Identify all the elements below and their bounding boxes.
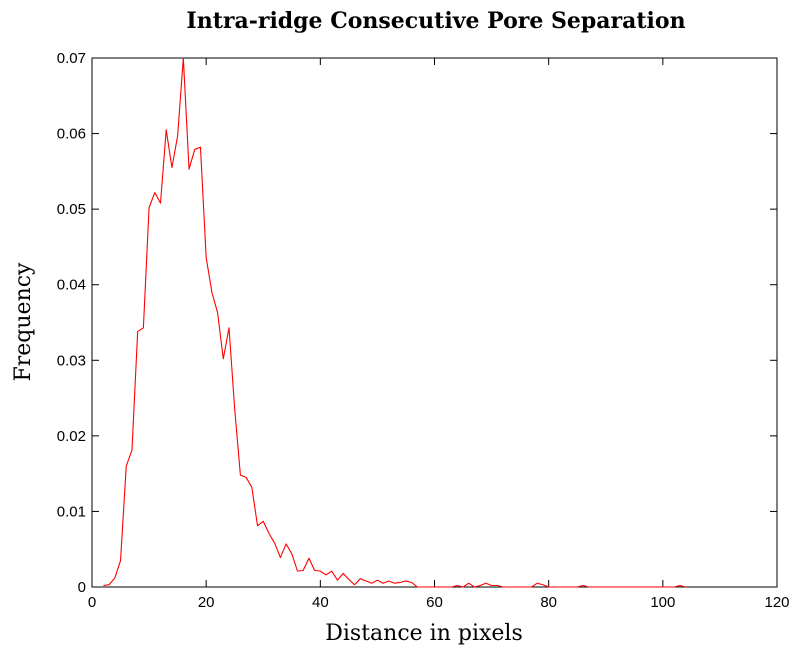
series-line: [103, 57, 686, 588]
chart-title: Intra-ridge Consecutive Pore Separation: [186, 8, 685, 34]
x-tick-label: 120: [764, 594, 789, 611]
y-tick-label: 0.01: [57, 503, 86, 520]
plot-area-frame: [91, 57, 778, 588]
y-tick-label: 0.07: [57, 50, 86, 67]
y-tick-label: 0.03: [57, 352, 86, 369]
x-axis-label: Distance in pixels: [325, 621, 523, 646]
y-axis-label: Frequency: [11, 262, 36, 382]
x-tick-label: 20: [198, 594, 215, 611]
y-tick-label: 0.06: [57, 126, 86, 143]
y-tick-label: 0.02: [57, 428, 86, 445]
y-tick-label: 0: [78, 579, 86, 596]
y-tick-label: 0.04: [57, 277, 86, 294]
x-tick-label: 0: [88, 594, 96, 611]
x-tick-label: 100: [650, 594, 675, 611]
x-tick-label: 40: [312, 594, 329, 611]
x-axis-ticks: 0 20 40 60 80 100 120: [88, 58, 790, 611]
y-tick-label: 0.05: [57, 201, 86, 218]
x-tick-label: 80: [540, 594, 557, 611]
y-axis-ticks: 0 0.01 0.02 0.03 0.04 0.05 0.06 0.07: [57, 50, 777, 596]
series-layer: [103, 57, 686, 588]
x-tick-label: 60: [426, 594, 443, 611]
